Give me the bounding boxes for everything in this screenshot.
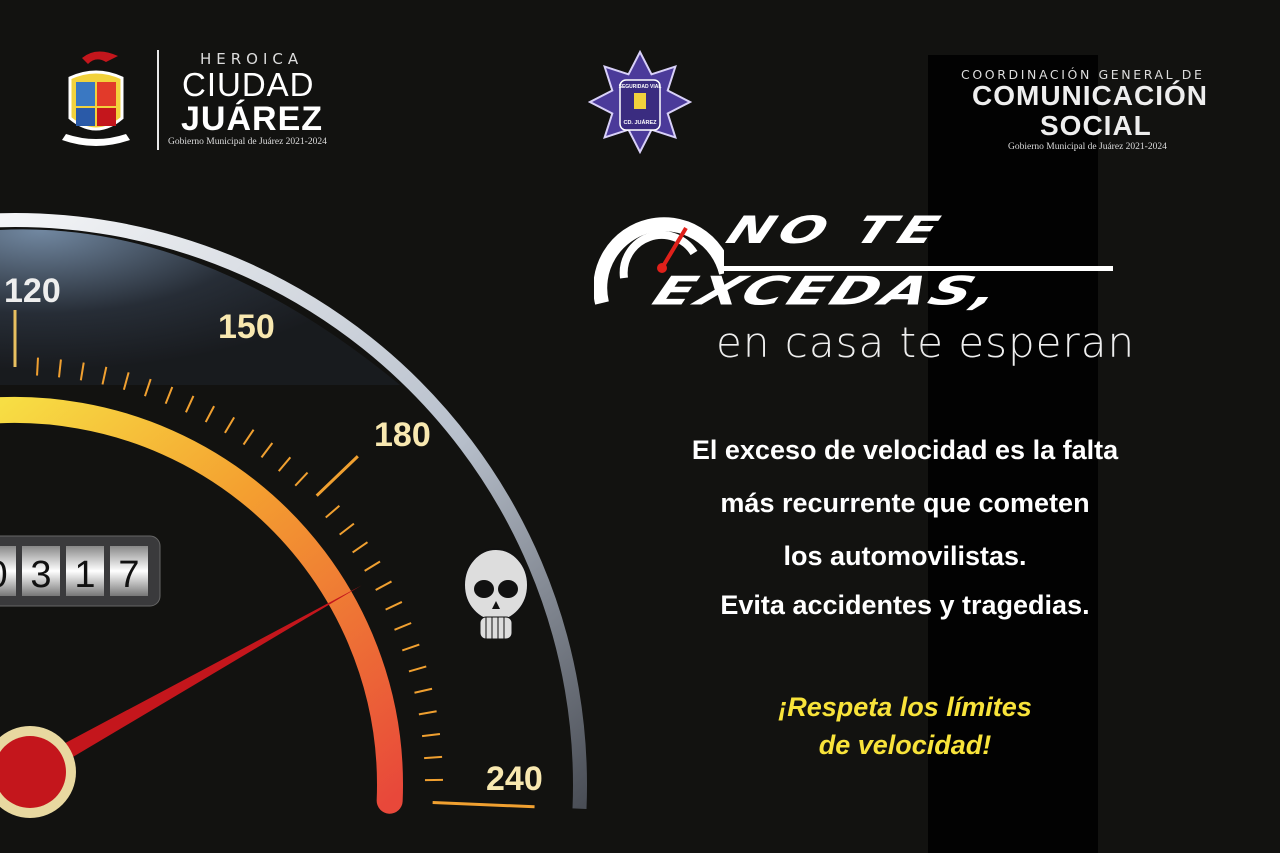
- odometer-wheel: [0, 546, 16, 596]
- minor-tick: [401, 643, 420, 652]
- minor-tick: [424, 755, 443, 760]
- odometer-wheel: [110, 546, 148, 596]
- tick-marks: [13, 310, 535, 809]
- label-150: 150: [218, 308, 275, 346]
- cta-line: ¡Respeta los límites: [778, 692, 1032, 722]
- minor-tick: [58, 359, 62, 378]
- comm-logo-tagline: Gobierno Municipal de Juárez 2021-2024: [1008, 142, 1167, 152]
- title-underline: [718, 266, 1113, 271]
- minor-tick: [122, 372, 130, 390]
- campaign-title-line1: NO TE: [720, 208, 952, 253]
- minor-tick: [408, 665, 427, 673]
- city-crest-logo: [62, 51, 130, 146]
- minor-tick: [79, 362, 85, 381]
- minor-tick: [385, 601, 403, 611]
- minor-tick: [325, 505, 341, 519]
- major-tick: [315, 455, 359, 497]
- odometer-digit: 1: [74, 554, 95, 596]
- skull-icon: [463, 548, 529, 640]
- label-240: 240: [486, 760, 543, 798]
- campaign-subtitle: en casa te esperan: [716, 318, 1136, 367]
- city-logo-tagline: Gobierno Municipal de Juárez 2021-2024: [168, 137, 327, 147]
- minor-tick: [352, 541, 369, 554]
- label-120: 120: [4, 272, 61, 310]
- minor-tick: [277, 456, 292, 472]
- odometer-wheel: [22, 546, 60, 596]
- seguridad-vial-badge: SEGURIDAD VIAL CD. JUÁREZ: [588, 50, 692, 154]
- badge-bottom-text: CD. JUÁREZ: [623, 119, 657, 126]
- minor-tick: [144, 378, 152, 397]
- dark-stripe: [928, 55, 1098, 853]
- label-180: 180: [374, 416, 431, 454]
- comm-logo-line2: COMUNICACIÓN: [972, 80, 1208, 111]
- comm-logo-line3: SOCIAL: [1040, 110, 1152, 141]
- minor-tick: [36, 357, 39, 376]
- call-to-action: ¡Respeta los límites de velocidad!: [600, 688, 1210, 764]
- minor-tick: [204, 405, 215, 423]
- odometer-wheel: [66, 546, 104, 596]
- minor-tick: [375, 580, 392, 591]
- minor-tick: [339, 522, 355, 536]
- body-line: El exceso de velocidad es la falta: [691, 435, 1119, 465]
- logo-divider: [157, 50, 159, 150]
- glass-reflection: [0, 229, 400, 385]
- minor-tick: [224, 416, 236, 434]
- odometer-digit: 7: [118, 554, 139, 596]
- city-logo-line1: HEROICA: [200, 50, 304, 68]
- body-line: los automovilistas.: [783, 541, 1027, 571]
- minor-tick: [421, 733, 441, 738]
- body-line: Evita accidentes y tragedias.: [720, 590, 1090, 620]
- minor-tick: [414, 687, 433, 694]
- odometer-digit: 0: [0, 554, 8, 596]
- minor-tick: [394, 622, 412, 631]
- minor-tick: [418, 710, 437, 716]
- city-logo-line2: CIUDAD: [182, 66, 315, 103]
- campaign-title-line2: EXCEDAS,: [646, 268, 1011, 315]
- city-logo-line3: JUÁREZ: [181, 100, 324, 138]
- minor-tick: [101, 366, 108, 385]
- needle-hub: [0, 736, 66, 808]
- minor-tick: [364, 560, 381, 572]
- speed-needle: [25, 585, 362, 780]
- speed-color-arc: [0, 397, 403, 814]
- body-line: más recurrente que cometen: [720, 488, 1090, 518]
- comm-logo-line1: COORDINACIÓN GENERAL DE: [961, 67, 1205, 82]
- major-tick: [432, 801, 535, 809]
- minor-tick: [164, 386, 174, 405]
- mini-speedometer-icon: [594, 217, 724, 305]
- chrome-bezel: [0, 213, 587, 809]
- badge-top-text: SEGURIDAD VIAL: [619, 84, 662, 90]
- minor-tick: [294, 471, 309, 487]
- minor-tick: [185, 395, 195, 413]
- cta-line: de velocidad!: [818, 730, 992, 760]
- campaign-body: El exceso de velocidad es la falta más r…: [600, 424, 1210, 627]
- minor-tick: [242, 429, 255, 446]
- odometer-digit: 3: [30, 554, 51, 596]
- minor-tick: [260, 442, 274, 458]
